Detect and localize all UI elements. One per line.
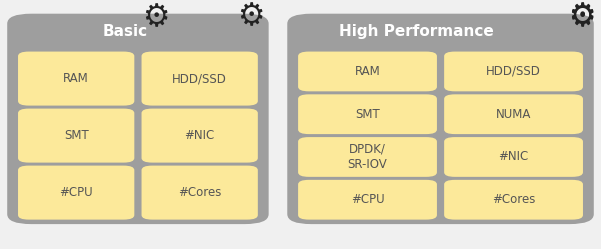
FancyBboxPatch shape bbox=[444, 137, 583, 177]
Text: Basic: Basic bbox=[102, 24, 147, 39]
FancyBboxPatch shape bbox=[7, 14, 269, 224]
FancyBboxPatch shape bbox=[18, 166, 135, 220]
Text: #Cores: #Cores bbox=[492, 193, 535, 206]
Text: NUMA: NUMA bbox=[496, 108, 531, 121]
FancyBboxPatch shape bbox=[298, 137, 437, 177]
Text: RAM: RAM bbox=[355, 65, 380, 78]
FancyBboxPatch shape bbox=[142, 52, 258, 106]
Text: #NIC: #NIC bbox=[498, 150, 529, 164]
FancyBboxPatch shape bbox=[298, 94, 437, 134]
Text: SMT: SMT bbox=[355, 108, 380, 121]
Text: HDD/SSD: HDD/SSD bbox=[486, 65, 541, 78]
FancyBboxPatch shape bbox=[142, 109, 258, 163]
Text: HDD/SSD: HDD/SSD bbox=[172, 72, 227, 85]
FancyBboxPatch shape bbox=[444, 94, 583, 134]
FancyBboxPatch shape bbox=[142, 166, 258, 220]
Text: ⚙: ⚙ bbox=[142, 3, 170, 32]
FancyBboxPatch shape bbox=[298, 180, 437, 220]
Text: ⚙: ⚙ bbox=[237, 2, 264, 31]
FancyBboxPatch shape bbox=[18, 52, 135, 106]
FancyBboxPatch shape bbox=[298, 52, 437, 91]
Text: High Performance: High Performance bbox=[338, 24, 493, 39]
Text: #NIC: #NIC bbox=[185, 129, 215, 142]
FancyBboxPatch shape bbox=[444, 180, 583, 220]
FancyBboxPatch shape bbox=[444, 52, 583, 91]
Text: #CPU: #CPU bbox=[351, 193, 384, 206]
Text: RAM: RAM bbox=[63, 72, 89, 85]
FancyBboxPatch shape bbox=[287, 14, 594, 224]
Text: ⚙: ⚙ bbox=[568, 3, 595, 32]
Text: #CPU: #CPU bbox=[59, 186, 93, 199]
Text: #Cores: #Cores bbox=[178, 186, 221, 199]
FancyBboxPatch shape bbox=[18, 109, 135, 163]
Text: ⚙: ⚙ bbox=[568, 2, 595, 31]
Text: DPDK/
SR-IOV: DPDK/ SR-IOV bbox=[347, 143, 388, 171]
Text: SMT: SMT bbox=[64, 129, 88, 142]
